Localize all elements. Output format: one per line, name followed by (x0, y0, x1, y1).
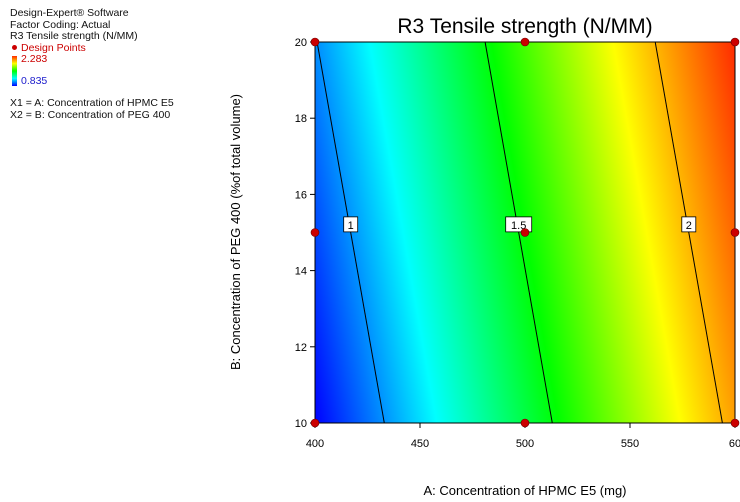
design-point (310, 418, 320, 428)
color-scale-gradient (12, 56, 17, 87)
design-point (520, 418, 530, 428)
y-tick-label: 16 (295, 189, 307, 201)
y-tick-label: 14 (295, 266, 307, 278)
contour-label: 2 (686, 220, 692, 232)
contour-label-box (343, 216, 359, 233)
design-point-marker-icon (12, 45, 17, 50)
x-tick-label: 450 (411, 438, 429, 450)
design-point (520, 37, 530, 47)
info-panel: Design-Expert® Software Factor Coding: A… (10, 7, 174, 122)
chart-title: R3 Tensile strength (N/MM) (397, 15, 652, 38)
contour-label-box (505, 216, 533, 233)
surface-fill (315, 42, 735, 423)
contour-lines: 1 1.5 2 (316, 41, 723, 424)
scale-high-value: 2.283 (21, 53, 48, 66)
contour-label: 1.5 (511, 220, 526, 232)
contour-line (654, 41, 723, 424)
y-tick-label: 20 (295, 37, 307, 49)
design-points (310, 37, 740, 428)
design-points-label: Design Points (21, 41, 86, 54)
factor-coding: Factor Coding: Actual (10, 18, 111, 31)
x2-definition: X2 = B: Concentration of PEG 400 (10, 108, 171, 121)
y-tick-label: 12 (295, 342, 307, 354)
x-tick-label: 500 (516, 438, 534, 450)
design-point (730, 418, 740, 428)
x-tick-label: 550 (621, 438, 639, 450)
scale-low-value: 0.835 (21, 75, 48, 88)
y-tick-label: 10 (295, 418, 307, 430)
design-point (730, 228, 740, 237)
contour-line (316, 41, 385, 424)
software-name: Design-Expert® Software (10, 7, 129, 19)
contour-label: 1 (348, 220, 354, 232)
design-point (520, 228, 530, 237)
x1-definition: X1 = A: Concentration of HPMC E5 (10, 97, 174, 110)
x-tick-label: 60 (729, 438, 740, 450)
color-scale: 2.283 0.835 (12, 54, 174, 88)
response-surface (315, 42, 735, 423)
y-tick-label: 18 (295, 113, 307, 125)
design-point (310, 228, 320, 237)
design-points-legend: Design Points (10, 41, 174, 55)
x-axis-label: A: Concentration of HPMC E5 (mg) (423, 483, 626, 498)
x-tick-label: 400 (306, 438, 324, 450)
design-point (730, 37, 740, 47)
contour-label-box (681, 216, 697, 233)
design-point (310, 37, 320, 47)
contour-line (484, 41, 553, 424)
response-name: R3 Tensile strength (N/MM) (10, 30, 138, 43)
y-axis-label: B: Concentration of PEG 400 (%of total v… (228, 94, 243, 370)
